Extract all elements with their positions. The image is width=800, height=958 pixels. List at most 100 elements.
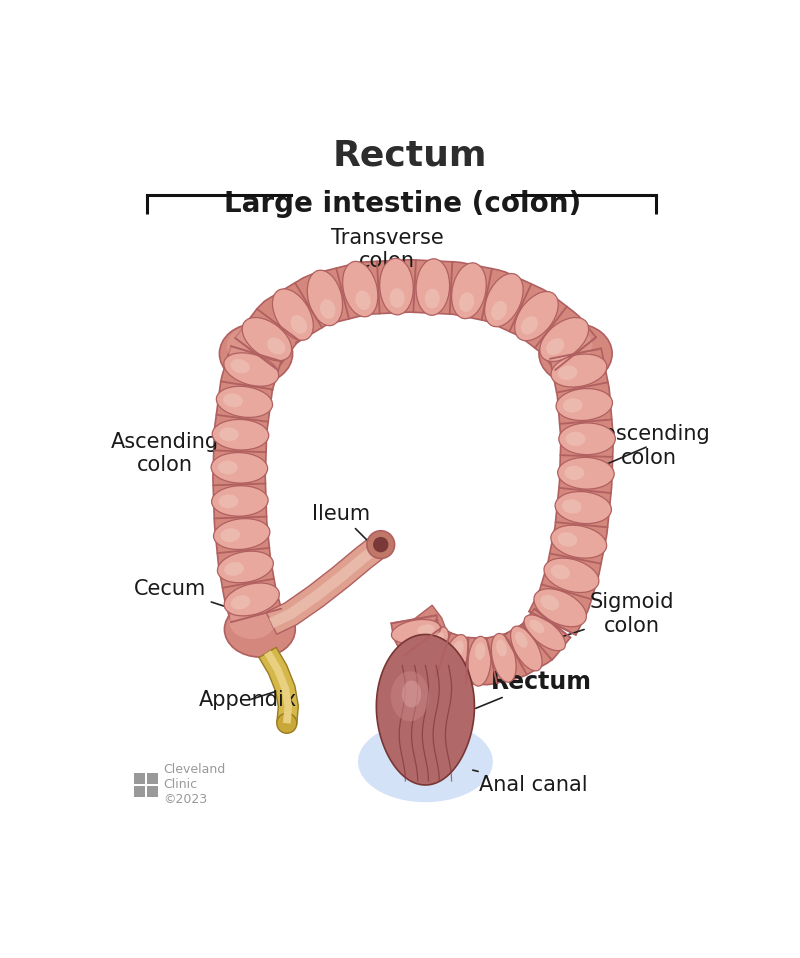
Polygon shape (269, 540, 384, 628)
Ellipse shape (510, 627, 542, 671)
Ellipse shape (355, 290, 370, 310)
Ellipse shape (216, 386, 273, 418)
Ellipse shape (320, 299, 335, 319)
Text: Descending
colon: Descending colon (587, 424, 710, 468)
Ellipse shape (358, 721, 493, 802)
Ellipse shape (540, 317, 589, 361)
Ellipse shape (521, 316, 538, 334)
Ellipse shape (223, 394, 243, 407)
Ellipse shape (559, 423, 615, 455)
Ellipse shape (231, 595, 250, 609)
Ellipse shape (218, 551, 274, 582)
Polygon shape (213, 346, 282, 622)
Ellipse shape (551, 525, 606, 559)
Text: Anal canal: Anal canal (473, 770, 587, 795)
Ellipse shape (452, 262, 486, 319)
Ellipse shape (468, 636, 491, 686)
Ellipse shape (491, 633, 516, 682)
Text: Cleveland
Clinic
©2023: Cleveland Clinic ©2023 (163, 763, 225, 806)
Ellipse shape (224, 562, 244, 576)
Text: Appendix: Appendix (199, 690, 298, 710)
Ellipse shape (218, 494, 238, 508)
Bar (134, 773, 145, 784)
Ellipse shape (539, 324, 612, 384)
Ellipse shape (224, 353, 278, 386)
Polygon shape (395, 605, 450, 653)
Circle shape (367, 531, 394, 559)
Ellipse shape (566, 432, 586, 446)
Ellipse shape (459, 292, 474, 312)
Ellipse shape (496, 639, 507, 656)
Ellipse shape (391, 620, 441, 644)
Text: Sigmoid
colon: Sigmoid colon (559, 592, 674, 638)
Ellipse shape (485, 273, 523, 327)
Ellipse shape (212, 486, 268, 516)
Ellipse shape (224, 583, 279, 616)
Bar (134, 787, 145, 797)
Ellipse shape (431, 632, 444, 649)
Ellipse shape (416, 259, 450, 315)
Ellipse shape (453, 641, 464, 657)
Ellipse shape (546, 338, 564, 355)
Ellipse shape (242, 317, 292, 361)
Ellipse shape (524, 615, 566, 650)
Circle shape (373, 536, 389, 553)
Ellipse shape (558, 457, 614, 490)
Ellipse shape (565, 466, 584, 480)
Ellipse shape (515, 631, 527, 648)
Ellipse shape (214, 518, 270, 550)
Ellipse shape (418, 625, 434, 635)
Ellipse shape (551, 354, 607, 387)
Ellipse shape (219, 427, 239, 442)
Bar (147, 787, 158, 797)
Ellipse shape (380, 259, 414, 315)
Ellipse shape (558, 533, 578, 547)
Ellipse shape (342, 262, 378, 317)
Text: Cecum: Cecum (134, 579, 226, 607)
Ellipse shape (229, 604, 275, 639)
Circle shape (277, 714, 297, 733)
Ellipse shape (390, 672, 430, 721)
Polygon shape (529, 349, 614, 635)
Ellipse shape (290, 315, 307, 333)
Polygon shape (266, 535, 388, 634)
Bar (147, 773, 158, 784)
Text: Ascending
colon: Ascending colon (111, 432, 226, 476)
Ellipse shape (546, 327, 593, 365)
Polygon shape (376, 634, 474, 785)
Text: Ileum: Ileum (312, 504, 370, 542)
Ellipse shape (267, 337, 286, 354)
Text: Large intestine (colon): Large intestine (colon) (224, 190, 581, 217)
Text: Transverse
colon: Transverse colon (330, 228, 443, 296)
Ellipse shape (475, 643, 486, 660)
Ellipse shape (425, 288, 440, 308)
Polygon shape (264, 650, 292, 723)
Ellipse shape (534, 589, 586, 627)
Ellipse shape (211, 452, 268, 483)
Ellipse shape (226, 327, 273, 365)
Ellipse shape (307, 270, 342, 326)
Ellipse shape (558, 366, 578, 380)
Ellipse shape (225, 602, 295, 657)
Ellipse shape (219, 324, 293, 384)
Polygon shape (235, 260, 596, 370)
Polygon shape (259, 648, 298, 724)
Ellipse shape (562, 499, 582, 513)
Ellipse shape (556, 389, 613, 421)
Ellipse shape (220, 528, 240, 542)
Ellipse shape (541, 595, 559, 610)
Ellipse shape (491, 301, 507, 320)
Ellipse shape (273, 289, 314, 340)
Ellipse shape (390, 288, 405, 308)
Ellipse shape (212, 420, 269, 450)
Ellipse shape (544, 559, 599, 593)
Ellipse shape (402, 680, 421, 707)
Ellipse shape (530, 620, 544, 633)
Ellipse shape (417, 627, 449, 672)
Ellipse shape (550, 564, 570, 580)
Text: Rectum: Rectum (333, 138, 487, 172)
Ellipse shape (218, 461, 238, 474)
Ellipse shape (555, 491, 611, 524)
Ellipse shape (230, 359, 250, 374)
Ellipse shape (563, 399, 582, 413)
